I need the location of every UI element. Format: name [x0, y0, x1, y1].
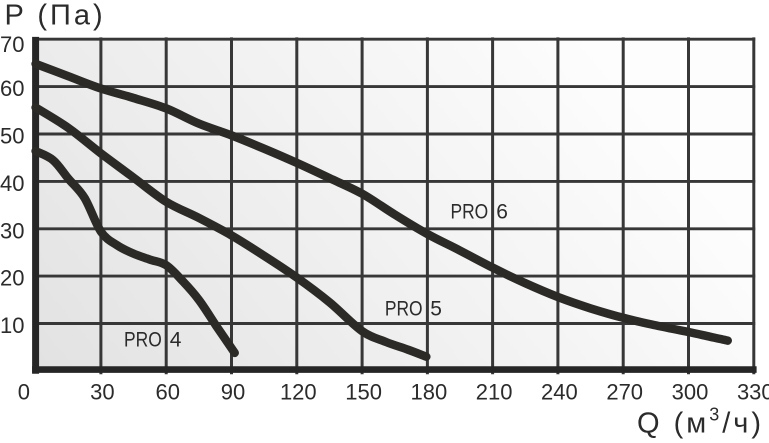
svg-text:PRO: PRO — [124, 329, 162, 352]
svg-text:4: 4 — [170, 329, 182, 352]
svg-text:P (Па): P (Па) — [5, 0, 106, 32]
svg-text:6: 6 — [496, 201, 508, 224]
svg-text:150: 150 — [345, 379, 382, 404]
svg-text:10: 10 — [0, 313, 24, 338]
svg-text:0: 0 — [18, 379, 30, 404]
svg-text:240: 240 — [541, 379, 578, 404]
svg-text:60: 60 — [155, 379, 179, 404]
svg-text:60: 60 — [0, 76, 24, 101]
svg-text:90: 90 — [221, 379, 245, 404]
svg-text:210: 210 — [476, 379, 513, 404]
svg-text:5: 5 — [430, 298, 442, 321]
svg-text:20: 20 — [0, 266, 24, 291]
svg-text:PRO: PRO — [450, 201, 488, 224]
svg-text:180: 180 — [411, 379, 448, 404]
svg-text:270: 270 — [606, 379, 643, 404]
svg-text:PRO: PRO — [385, 298, 423, 321]
svg-text:Q (м3/ч): Q (м3/ч) — [637, 405, 764, 440]
svg-text:300: 300 — [672, 379, 709, 404]
svg-text:30: 30 — [90, 379, 114, 404]
svg-text:330: 330 — [737, 379, 769, 404]
svg-text:70: 70 — [0, 32, 24, 57]
svg-text:120: 120 — [280, 379, 317, 404]
svg-text:40: 40 — [0, 171, 24, 196]
svg-text:50: 50 — [0, 124, 24, 149]
svg-text:30: 30 — [0, 218, 24, 243]
